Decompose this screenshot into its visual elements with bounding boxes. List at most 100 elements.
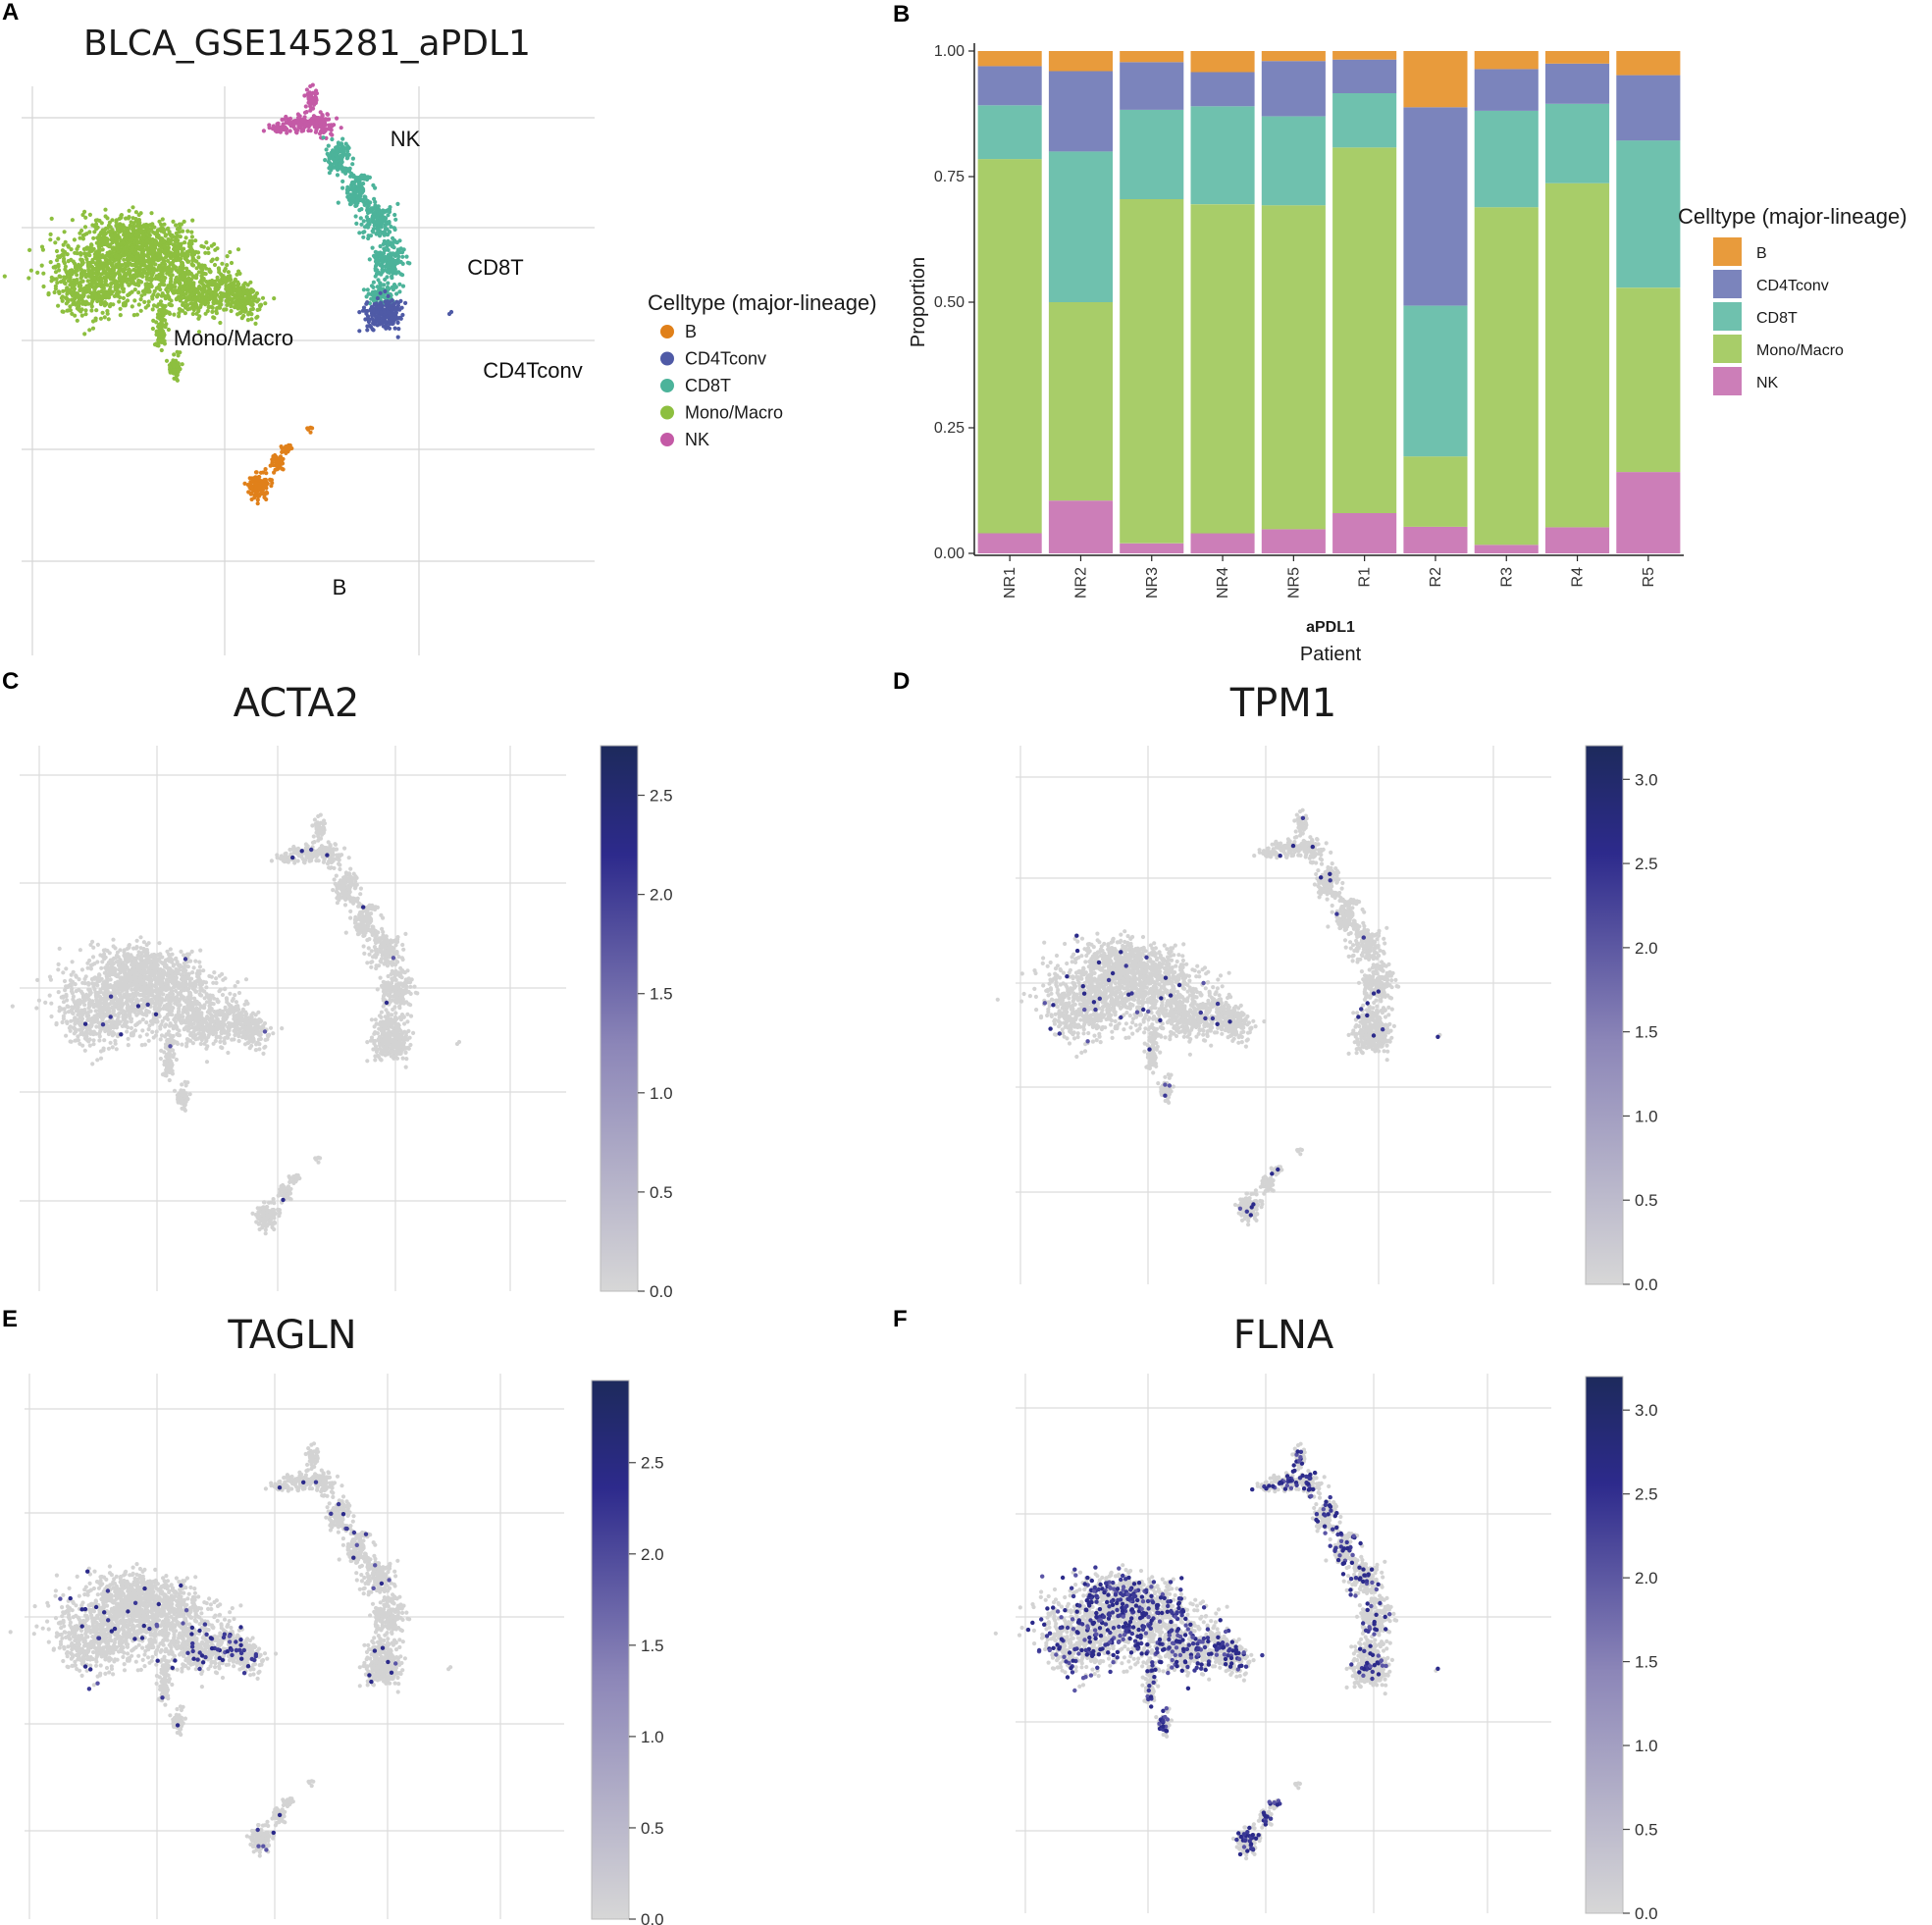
umap-point <box>68 268 73 273</box>
y-tick-label: 0.00 <box>934 546 965 562</box>
umap-point <box>189 241 194 246</box>
umap-point <box>138 308 143 313</box>
umap-point <box>248 482 253 487</box>
umap-point <box>94 991 99 996</box>
umap-point <box>386 310 391 315</box>
umap-point <box>173 265 179 270</box>
umap-point <box>126 998 131 1004</box>
umap-point <box>360 198 365 203</box>
umap-point <box>96 282 101 286</box>
umap-point <box>373 259 379 264</box>
umap-point <box>190 311 195 317</box>
umap-point <box>177 286 182 292</box>
umap-point <box>51 265 56 270</box>
umap-point <box>144 1032 149 1037</box>
umap-point <box>43 1000 48 1005</box>
umap-point <box>101 233 106 237</box>
umap-point <box>56 962 61 967</box>
umap-point <box>375 268 380 273</box>
umap-point <box>147 223 152 228</box>
umap-point <box>131 313 136 318</box>
umap-point <box>59 995 64 1000</box>
umap-point <box>385 264 390 270</box>
umap-point <box>371 328 376 333</box>
y-tick-label: 0.50 <box>934 294 965 311</box>
y-tick-label: 0.75 <box>934 169 965 185</box>
bar-segment-r5-cd8t <box>1616 140 1681 288</box>
umap-point <box>382 246 387 251</box>
umap-point <box>321 120 326 125</box>
umap-point <box>193 959 198 963</box>
umap-point <box>146 230 151 234</box>
umap-point <box>128 256 132 261</box>
umap-point <box>189 234 194 239</box>
umap-point <box>82 976 87 982</box>
umap-point <box>142 299 147 304</box>
umap-point <box>318 110 323 115</box>
umap-point <box>56 967 61 972</box>
cluster-label-mono-macro: Mono/Macro <box>174 326 293 350</box>
umap-point <box>89 304 94 309</box>
umap-point <box>123 261 128 266</box>
umap-point <box>93 1009 98 1014</box>
umap-point <box>177 1028 182 1033</box>
umap-point <box>97 289 102 295</box>
umap-point <box>127 283 131 287</box>
umap-point <box>134 270 139 275</box>
umap-point <box>104 272 109 277</box>
umap-point <box>233 277 237 282</box>
umap-point <box>362 225 368 230</box>
bar-segment-nr3-nk <box>1120 543 1184 553</box>
x-axis-label: Patient <box>1300 644 1362 665</box>
umap-point <box>196 255 201 260</box>
umap-point <box>225 254 230 259</box>
umap-point <box>193 297 198 302</box>
umap-point <box>306 426 311 431</box>
umap-point <box>393 217 398 222</box>
umap-point <box>125 298 131 303</box>
umap-point <box>397 282 402 286</box>
umap-point <box>332 123 337 128</box>
umap-point <box>61 309 66 314</box>
umap-point <box>132 298 137 303</box>
umap-point <box>270 127 276 131</box>
umap-point <box>95 257 100 262</box>
umap-point <box>183 240 187 245</box>
umap-point <box>79 967 84 972</box>
umap-point <box>66 243 71 248</box>
legend-a-swatch-b <box>660 325 674 338</box>
panel-c-title: ACTA2 <box>234 681 360 726</box>
umap-point <box>83 308 88 313</box>
umap-point <box>48 260 53 265</box>
umap-point <box>157 219 162 224</box>
umap-point <box>159 321 164 326</box>
umap-point <box>122 257 127 262</box>
umap-point <box>369 292 374 297</box>
umap-point <box>232 287 236 292</box>
umap-point <box>258 304 263 309</box>
umap-point <box>102 228 107 233</box>
umap-point <box>214 311 219 316</box>
umap-point <box>183 257 188 262</box>
umap-point <box>134 261 139 266</box>
umap-point <box>340 185 345 190</box>
umap-point <box>80 260 85 265</box>
umap-point <box>72 237 77 242</box>
umap-point <box>306 129 311 133</box>
umap-point <box>378 243 383 249</box>
umap-point <box>398 259 403 265</box>
umap-point <box>89 308 94 313</box>
umap-point <box>157 254 162 259</box>
umap-point <box>157 283 162 287</box>
umap-point <box>267 123 272 128</box>
legend-b-label: CD8T <box>1756 310 1798 327</box>
umap-point <box>212 241 217 246</box>
umap-point <box>329 168 334 173</box>
umap-point <box>159 998 164 1003</box>
umap-point <box>184 266 189 271</box>
umap-point <box>387 209 392 215</box>
umap-point <box>54 248 60 254</box>
umap-point <box>66 308 71 313</box>
legend-a: Celltype (major-lineage) BCD4TconvCD8TMo… <box>648 290 877 449</box>
